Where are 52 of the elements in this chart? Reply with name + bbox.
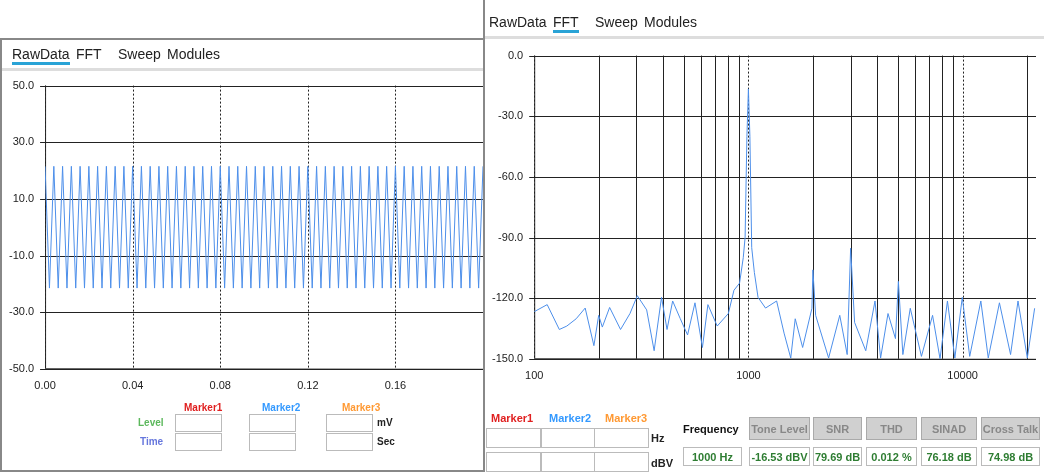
y-tick-label: -30.0 [8, 305, 35, 318]
text: SNR [813, 417, 862, 440]
text: Marker2 [549, 412, 592, 424]
x-tick-label: 0.00 [34, 379, 56, 392]
x-tick-label: 10000 [947, 369, 978, 382]
text: Modules [644, 14, 697, 30]
text: Marker3 [342, 402, 381, 413]
text: FFT [553, 14, 579, 33]
y-tick-label: 50.0 [12, 78, 35, 91]
y-tick-label: 30.0 [12, 135, 35, 148]
text: Time [140, 436, 164, 447]
y-tick-label: -10.0 [8, 248, 35, 261]
x-tick-label: 0.12 [297, 379, 319, 392]
y-tick-label: 0.0 [507, 48, 524, 61]
text: 79.69 dB [813, 447, 862, 466]
text: Hz [651, 432, 665, 444]
text: dBV [651, 457, 673, 469]
y-tick-label: -60.0 [498, 169, 524, 182]
y-tick-label: -150.0 [491, 351, 524, 364]
x-tick-label: 1000 [736, 369, 761, 382]
text: SINAD [921, 417, 977, 440]
text: Cross Talk [981, 417, 1040, 440]
x-tick-label: 0.04 [121, 379, 144, 392]
text: 76.18 dB [921, 447, 977, 466]
text: Marker3 [605, 412, 648, 424]
text: Marker2 [262, 402, 301, 413]
text: 1000 Hz [683, 447, 742, 466]
text: Sweep [118, 46, 161, 62]
y-tick-label: -30.0 [498, 109, 524, 122]
text: RawData [489, 14, 547, 30]
text: mV [377, 417, 393, 428]
text: THD [866, 417, 917, 440]
text: RawData [12, 46, 70, 65]
text: Marker1 [491, 412, 534, 424]
x-tick-label: 100 [525, 369, 544, 382]
text: Tone Level [749, 417, 810, 440]
text: 0.012 % [866, 447, 917, 466]
y-tick-label: 10.0 [12, 191, 35, 204]
x-tick-label: 0.16 [384, 379, 407, 392]
text: Sweep [595, 14, 638, 30]
text: 74.98 dB [981, 447, 1040, 466]
text: -16.53 dBV [749, 447, 810, 466]
text: Marker1 [184, 402, 223, 413]
x-tick-label: 0.08 [209, 379, 231, 392]
text: Frequency [683, 423, 739, 435]
y-tick-label: -90.0 [498, 230, 524, 243]
y-tick-label: -50.0 [8, 361, 35, 374]
text: Level [138, 417, 164, 428]
y-tick-label: -120.0 [491, 291, 524, 304]
text: Modules [167, 46, 220, 62]
text: FFT [76, 46, 102, 62]
text: Sec [377, 436, 395, 447]
